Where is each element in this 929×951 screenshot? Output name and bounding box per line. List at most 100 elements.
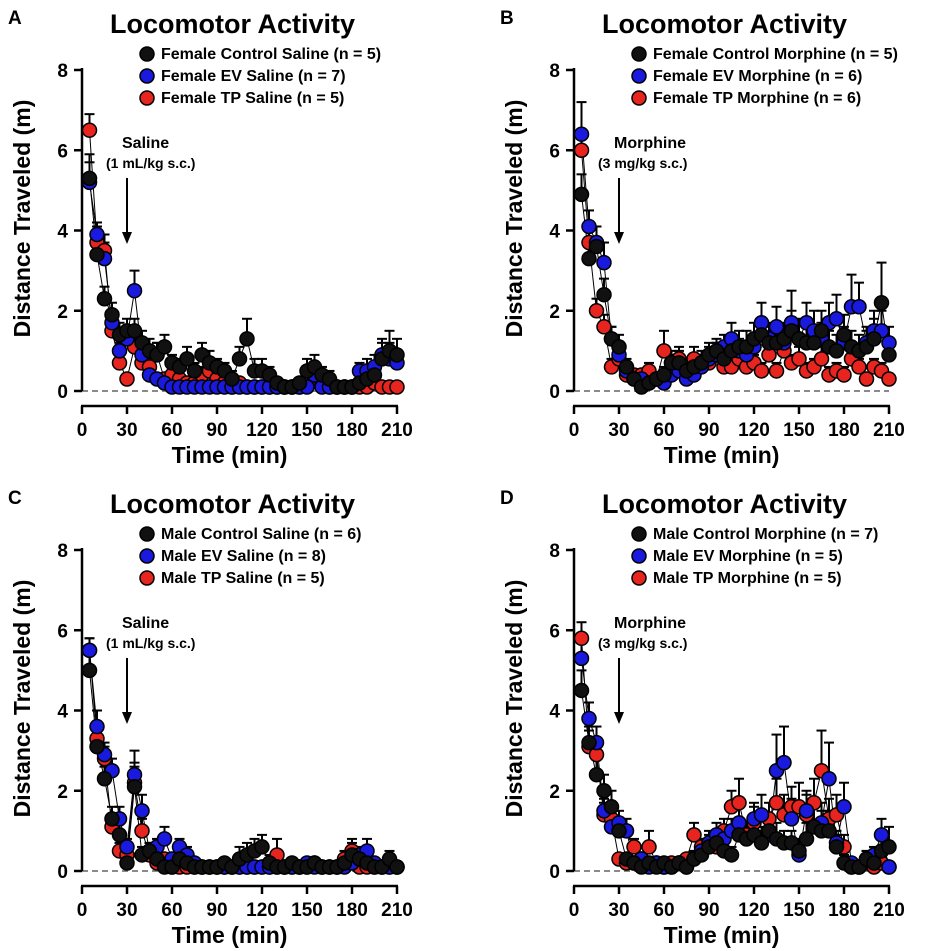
x-tick-label: 180 <box>336 900 368 921</box>
x-tick-label: 30 <box>116 420 137 441</box>
legend-marker <box>139 548 155 564</box>
legend-marker <box>139 526 155 542</box>
markers-control <box>573 682 897 875</box>
data-point <box>791 351 807 367</box>
x-tick-label: 180 <box>828 900 860 921</box>
data-point <box>81 170 98 187</box>
data-point <box>81 662 98 679</box>
chart-title: Locomotor Activity <box>602 9 847 39</box>
injection-arrow-head <box>122 232 132 244</box>
data-point <box>89 226 105 243</box>
data-point <box>626 839 642 855</box>
data-point <box>573 142 590 158</box>
panel-d: D Locomotor Activity 0 2 4 6 8 0 30 60 90 120 150 180… <box>500 488 905 948</box>
data-point <box>573 650 590 667</box>
x-axis-label: Time (min) <box>172 442 288 468</box>
annotation-dose: (1 mL/kg s.c.) <box>106 635 195 651</box>
data-point <box>111 343 128 359</box>
data-point <box>581 734 597 751</box>
x-tick-label: 60 <box>161 420 182 441</box>
x-tick-label: 30 <box>608 900 629 921</box>
data-point <box>686 827 702 843</box>
injection-arrow-head <box>122 712 132 724</box>
annotation-dose: (1 mL/kg s.c.) <box>106 155 195 171</box>
data-point <box>588 766 605 783</box>
data-point <box>104 307 120 323</box>
annotation-label: Morphine <box>614 135 686 152</box>
data-point <box>753 835 770 851</box>
data-point <box>753 363 770 379</box>
data-point <box>224 371 240 387</box>
y-axis-label: Distance Traveled (m) <box>9 100 35 338</box>
y-tick-label: 4 <box>57 702 68 723</box>
legend-marker <box>139 68 155 84</box>
x-tick-label: 0 <box>77 900 88 921</box>
data-point <box>581 218 597 235</box>
legend-label: Female EV Saline (n = 7) <box>161 68 346 85</box>
legend-marker <box>139 46 155 62</box>
x-tick-label: 0 <box>569 420 580 441</box>
data-point <box>96 290 113 307</box>
y-tick-label: 6 <box>57 141 68 162</box>
data-point <box>851 298 867 315</box>
y-tick-label: 6 <box>549 141 560 162</box>
panel-b: B Locomotor Activity 0 2 4 6 8 0 30 60 90 120 150 180… <box>500 8 905 468</box>
y-tick-label: 8 <box>57 61 68 82</box>
legend-marker <box>631 526 647 542</box>
data-point <box>126 282 143 299</box>
data-point <box>596 254 612 271</box>
y-tick-label: 6 <box>549 621 560 642</box>
data-point <box>581 250 597 267</box>
x-axis-label: Time (min) <box>664 922 780 948</box>
data-point <box>389 347 405 363</box>
data-point <box>753 807 770 823</box>
x-tick-label: 0 <box>77 420 88 441</box>
data-point <box>611 339 627 355</box>
data-point <box>156 339 173 355</box>
legend-label: Female TP Saline (n = 5) <box>161 90 344 107</box>
x-tick-label: 150 <box>291 900 323 921</box>
data-point <box>119 855 135 871</box>
data-point <box>126 778 143 795</box>
data-point <box>596 783 612 799</box>
data-point <box>366 367 383 383</box>
data-point <box>836 327 852 343</box>
data-point <box>768 795 785 811</box>
data-point <box>828 311 845 327</box>
data-point <box>768 363 785 379</box>
data-point <box>866 855 882 871</box>
x-axis-label: Time (min) <box>172 922 288 948</box>
data-point <box>573 630 590 647</box>
data-point <box>821 770 837 787</box>
data-point <box>851 359 867 375</box>
markers-control <box>81 170 405 395</box>
annotation-label: Morphine <box>614 615 686 632</box>
data-point <box>596 319 612 335</box>
injection-arrow-head <box>614 232 624 244</box>
x-tick-label: 180 <box>828 420 860 441</box>
x-tick-label: 30 <box>608 420 629 441</box>
data-point <box>179 351 195 367</box>
x-axis-label: Time (min) <box>664 442 780 468</box>
panel-letter: C <box>8 488 22 509</box>
data-point <box>783 811 800 827</box>
y-tick-label: 0 <box>57 382 68 403</box>
data-point <box>89 246 105 263</box>
data-point <box>641 839 657 855</box>
data-point <box>134 803 150 819</box>
x-tick-label: 120 <box>246 900 278 921</box>
data-point <box>581 710 597 727</box>
data-point <box>881 371 897 387</box>
data-point <box>731 795 747 811</box>
y-tick-label: 4 <box>549 702 560 723</box>
data-point <box>389 859 405 875</box>
data-point <box>89 738 105 755</box>
chart-title: Locomotor Activity <box>110 489 355 519</box>
y-tick-label: 4 <box>549 222 560 243</box>
data-point <box>111 827 128 843</box>
x-tick-label: 90 <box>698 420 719 441</box>
data-point <box>813 351 830 367</box>
x-tick-label: 90 <box>206 420 227 441</box>
x-tick-label: 180 <box>336 420 368 441</box>
legend-label: Male Control Morphine (n = 7) <box>653 526 878 543</box>
